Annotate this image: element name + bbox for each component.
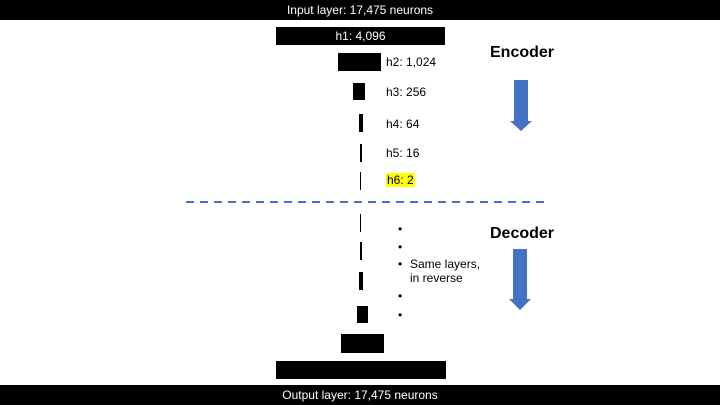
encoder-layer-label-h3: h3: 256	[386, 85, 427, 99]
encoder-block-h3	[353, 83, 365, 100]
decoder-block-h2	[341, 334, 384, 353]
encoder-down-arrow-icon	[510, 80, 532, 131]
input-layer-label: Input layer: 17,475 neurons	[286, 3, 434, 17]
encoder-title: Encoder	[490, 44, 555, 61]
encoder-block-h6	[360, 172, 361, 190]
decoder-block-h5	[360, 242, 362, 260]
encoder-block-h1: h1: 4,096	[276, 27, 445, 45]
decoder-block-h4	[359, 272, 363, 290]
encoder-layer-label-h2: h2: 1,024	[386, 55, 437, 69]
decoder-title: Decoder	[490, 225, 555, 242]
encoder-layer-label-h5: h5: 16	[386, 146, 420, 160]
decoder-bullet-4: •	[398, 289, 403, 303]
encoder-block-h4	[359, 114, 363, 132]
decoder-down-arrow-icon	[509, 249, 531, 310]
highlight-label-h6: h6: 2	[386, 173, 415, 187]
encoder-block-h2	[338, 53, 381, 71]
encoder-block-h5	[360, 144, 362, 162]
decoder-block-h3	[357, 306, 368, 323]
decoder-bullet-5: •	[398, 308, 403, 322]
output-layer-bar: Output layer: 17,475 neurons	[0, 385, 720, 405]
decoder-note-line1: Same layers,	[410, 257, 481, 271]
decoder-bullet-1: •	[398, 222, 403, 236]
decoder-note-line2: in reverse	[410, 271, 463, 285]
decoder-bullet-2: •	[398, 240, 403, 254]
output-layer-label: Output layer: 17,475 neurons	[282, 388, 438, 402]
decoder-block-h6	[360, 214, 361, 232]
encoder-layer-label-h4: h4: 64	[386, 117, 420, 131]
encoder-layer-label-h6: h6: 2	[386, 173, 415, 187]
encoder-layer-label-h1: h1: 4,096	[335, 29, 386, 43]
decoder-bullet-3: • Same layers,	[398, 257, 481, 271]
decoder-bullet-3-cont: in reverse	[410, 271, 463, 285]
input-layer-bar: Input layer: 17,475 neurons	[0, 0, 720, 20]
decoder-block-h1	[276, 361, 446, 379]
